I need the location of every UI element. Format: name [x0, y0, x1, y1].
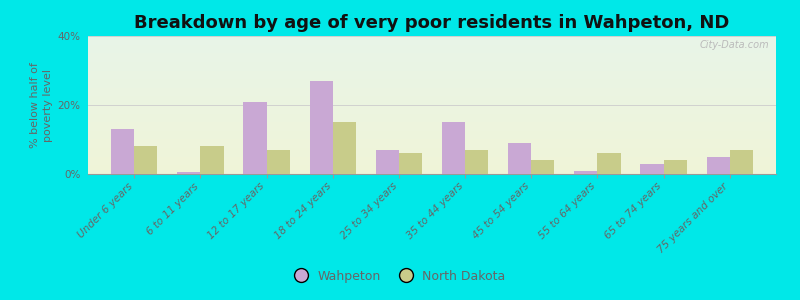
Bar	[730, 150, 753, 174]
Bar	[531, 160, 554, 174]
Bar	[111, 129, 134, 174]
Bar	[399, 153, 422, 174]
Bar	[663, 160, 686, 174]
Bar	[376, 150, 399, 174]
Bar	[134, 146, 158, 174]
Bar	[310, 81, 333, 174]
Bar	[598, 153, 621, 174]
Legend: Wahpeton, North Dakota: Wahpeton, North Dakota	[290, 265, 510, 288]
Bar	[266, 150, 290, 174]
Bar	[243, 101, 266, 174]
Bar	[178, 172, 201, 174]
Text: City-Data.com: City-Data.com	[699, 40, 769, 50]
Bar	[201, 146, 224, 174]
Bar	[508, 143, 531, 174]
Y-axis label: % below half of
poverty level: % below half of poverty level	[30, 62, 53, 148]
Bar	[640, 164, 663, 174]
Bar	[442, 122, 465, 174]
Bar	[706, 157, 730, 174]
Bar	[465, 150, 488, 174]
Title: Breakdown by age of very poor residents in Wahpeton, ND: Breakdown by age of very poor residents …	[134, 14, 730, 32]
Bar	[333, 122, 356, 174]
Bar	[574, 170, 598, 174]
